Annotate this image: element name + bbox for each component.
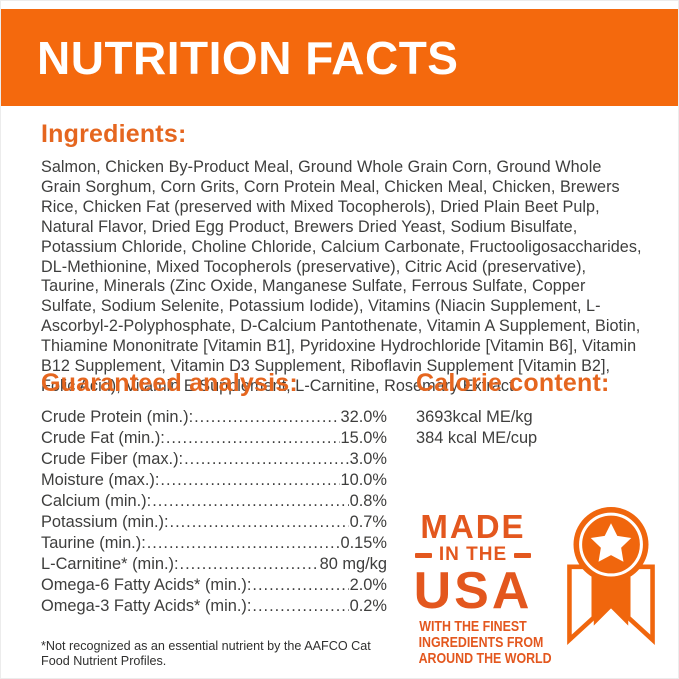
dot-leader — [152, 491, 348, 512]
in-the-row: IN THE — [409, 544, 537, 566]
calorie-content-heading: Calorie content: — [416, 369, 610, 397]
row-label: Potassium (min.): — [41, 513, 169, 531]
tagline-line: AROUND THE WORLD — [418, 651, 552, 668]
ingredients-heading: Ingredients: — [41, 120, 187, 148]
ingredients-text: Salmon, Chicken By-Product Meal, Ground … — [41, 158, 642, 395]
row-label: Calcium (min.): — [41, 492, 152, 510]
star-rosette-ribbon-icon — [555, 504, 667, 661]
row-label: Taurine (min.): — [41, 534, 146, 552]
tagline-line: WITH THE FINEST — [419, 619, 527, 635]
usa-label: USA — [413, 562, 533, 620]
row-label: Crude Fiber (max.): — [41, 450, 184, 468]
made-in-usa-text: MADE IN THE USA WITH THE FINEST INGREDIE… — [409, 504, 552, 668]
calorie-content-section: Calorie content: 3693kcal ME/kg 384 kcal… — [416, 369, 656, 449]
table-row: Moisture (max.): 10.0% — [41, 470, 387, 491]
row-label: L-Carnitine* (min.): — [41, 555, 179, 573]
guaranteed-analysis-table: Crude Protein (min.): 32.0% Crude Fat (mi… — [41, 407, 387, 617]
row-value: 0.8% — [349, 492, 387, 510]
table-row: Calcium (min.): 0.8% — [41, 491, 387, 512]
badge-tagline: WITH THE FINEST INGREDIENTS FROM AROUND … — [418, 619, 552, 668]
table-row: Omega-6 Fatty Acids* (min.): 2.0% — [41, 575, 387, 596]
row-label: Crude Fat (min.): — [41, 429, 165, 447]
page-title: NUTRITION FACTS — [37, 31, 459, 84]
row-value: 0.2% — [349, 597, 387, 615]
table-row: L-Carnitine* (min.): 80 mg/kg — [41, 554, 387, 575]
row-value: 3.0% — [349, 450, 387, 468]
dot-leader — [170, 512, 349, 533]
dot-leader — [194, 407, 339, 428]
header-bar: NUTRITION FACTS — [1, 9, 678, 106]
left-dash — [414, 552, 432, 558]
made-in-usa-badge: MADE IN THE USA WITH THE FINEST INGREDIE… — [409, 504, 665, 668]
table-row: Taurine (min.): 0.15% — [41, 533, 387, 554]
calorie-kg-line: 3693kcal ME/kg — [416, 408, 533, 426]
table-row: Potassium (min.): 0.7% — [41, 512, 387, 533]
table-row: Crude Protein (min.): 32.0% — [41, 407, 387, 428]
row-value: 32.0% — [340, 408, 387, 426]
row-value: 0.7% — [349, 513, 387, 531]
row-value: 0.15% — [340, 534, 387, 552]
row-label: Moisture (max.): — [41, 471, 160, 489]
row-label: Omega-3 Fatty Acids* (min.): — [41, 597, 252, 615]
footnote: *Not recognized as an essential nutrient… — [41, 639, 371, 668]
dot-leader — [160, 470, 339, 491]
dot-leader — [147, 533, 340, 554]
right-dash — [514, 552, 532, 558]
table-row: Crude Fiber (max.): 3.0% — [41, 449, 387, 470]
table-row: Omega-3 Fatty Acids* (min.): 0.2% — [41, 596, 387, 617]
dot-leader — [252, 575, 348, 596]
calorie-cup-line: 384 kcal ME/cup — [416, 429, 538, 447]
dot-leader — [180, 554, 319, 575]
dot-leader — [252, 596, 348, 617]
in-the-label: IN THE — [438, 544, 508, 565]
tagline-line: INGREDIENTS FROM — [418, 635, 544, 652]
made-label: MADE — [420, 508, 526, 545]
ingredients-section: Ingredients: Salmon, Chicken By-Product … — [41, 120, 645, 397]
guaranteed-analysis-section: Guaranteed analysis: Crude Protein (min.… — [41, 369, 387, 617]
row-value: 15.0% — [340, 429, 387, 447]
dot-leader — [166, 428, 340, 449]
table-row: Crude Fat (min.): 15.0% — [41, 428, 387, 449]
row-value: 10.0% — [340, 471, 387, 489]
row-label: Omega-6 Fatty Acids* (min.): — [41, 576, 252, 594]
calorie-content-values: 3693kcal ME/kg 384 kcal ME/cup — [416, 407, 656, 449]
row-value: 2.0% — [349, 576, 387, 594]
row-label: Crude Protein (min.): — [41, 408, 194, 426]
row-value: 80 mg/kg — [319, 555, 387, 573]
dot-leader — [184, 449, 349, 470]
guaranteed-analysis-heading: Guaranteed analysis: — [41, 369, 298, 397]
